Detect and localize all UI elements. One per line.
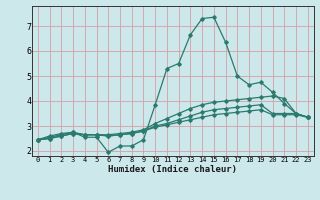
X-axis label: Humidex (Indice chaleur): Humidex (Indice chaleur) <box>108 165 237 174</box>
